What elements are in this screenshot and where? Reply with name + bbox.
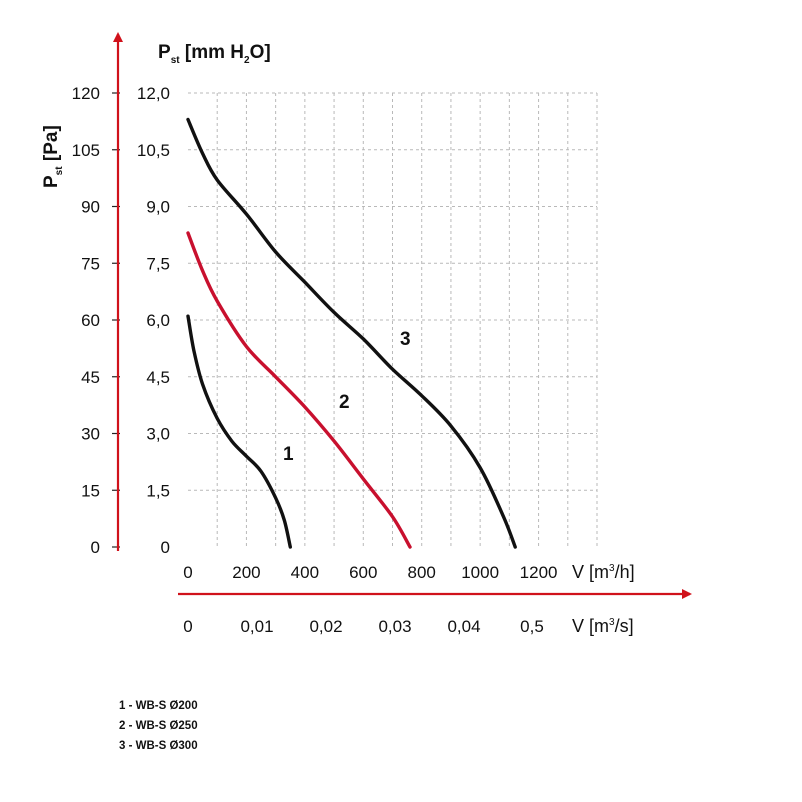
series-label-3: 3 <box>400 329 411 350</box>
series-line-3 <box>186 117 517 549</box>
x-axis-label-m3s: V [m3/s] <box>572 616 634 636</box>
series-line-2 <box>186 231 412 549</box>
y-tick-label-pa: 15 <box>81 481 100 500</box>
legend-item: 1 - WB-S Ø200 <box>119 700 198 712</box>
x-tick-label-m3h: 200 <box>232 563 260 582</box>
x-tick-label-m3s: 0,02 <box>309 617 342 636</box>
x-tick-label-m3h: 1200 <box>520 563 558 582</box>
series-label-2: 2 <box>339 392 350 413</box>
series-lines <box>186 117 517 549</box>
tick-labels: 015304560759010512001,53,04,56,07,59,010… <box>72 84 558 636</box>
y-axis-label-mm: Pst [mm H2O] <box>158 42 271 66</box>
x-axis-label-m3h: V [m3/h] <box>572 562 635 582</box>
x-tick-label-m3s: 0,03 <box>378 617 411 636</box>
axes <box>112 32 692 599</box>
x-tick-label-m3s: 0 <box>183 617 192 636</box>
legend-item: 3 - WB-S Ø300 <box>119 740 198 752</box>
x-tick-label-m3h: 400 <box>291 563 319 582</box>
legend: 1 - WB-S Ø200 2 - WB-S Ø250 3 - WB-S Ø30… <box>119 696 198 756</box>
x-tick-label-m3s: 0,5 <box>520 617 544 636</box>
y-tick-label-mm: 0 <box>161 538 170 557</box>
y-axis-label-pa: Pst [Pa] <box>41 125 65 188</box>
grid <box>188 92 598 547</box>
y-tick-label-mm: 10,5 <box>137 141 170 160</box>
y-tick-label-mm: 7,5 <box>146 254 170 273</box>
y-tick-label-mm: 1,5 <box>146 481 170 500</box>
y-tick-label-pa: 30 <box>81 425 100 444</box>
x-tick-label-m3h: 0 <box>183 563 192 582</box>
series-label-1: 1 <box>283 444 294 465</box>
x-tick-label-m3s: 0,01 <box>240 617 273 636</box>
x-tick-label-m3s: 0,04 <box>447 617 480 636</box>
y-tick-label-pa: 75 <box>81 254 100 273</box>
series-line-1 <box>186 314 292 549</box>
y-tick-label-mm: 3,0 <box>146 425 170 444</box>
y-tick-label-pa: 120 <box>72 84 100 103</box>
x-tick-label-m3h: 1000 <box>461 563 499 582</box>
y-tick-label-pa: 45 <box>81 368 100 387</box>
y-tick-label-pa: 60 <box>81 311 100 330</box>
x-tick-label-m3h: 800 <box>408 563 436 582</box>
y-tick-label-pa: 105 <box>72 141 100 160</box>
y-tick-label-mm: 4,5 <box>146 368 170 387</box>
y-tick-label-mm: 6,0 <box>146 311 170 330</box>
y-tick-label-mm: 9,0 <box>146 198 170 217</box>
y-tick-label-pa: 0 <box>91 538 100 557</box>
y-tick-label-pa: 90 <box>81 198 100 217</box>
legend-item: 2 - WB-S Ø250 <box>119 720 198 732</box>
y-tick-label-mm: 12,0 <box>137 84 170 103</box>
x-tick-label-m3h: 600 <box>349 563 377 582</box>
